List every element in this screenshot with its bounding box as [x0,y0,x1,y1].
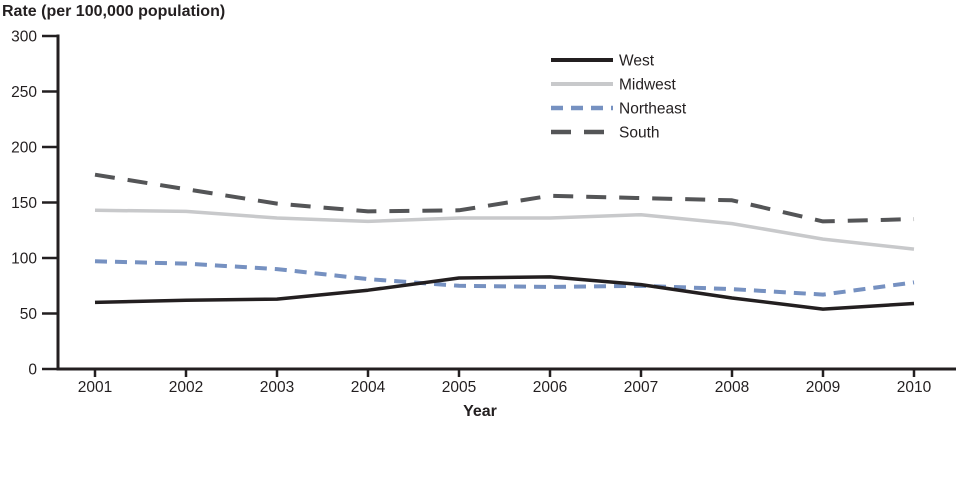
x-tick-label-2005: 2005 [442,379,476,396]
legend-label-midwest: Midwest [619,77,677,94]
legend-label-west: West [619,53,655,70]
y-axis-title: Rate (per 100,000 population) [2,3,226,20]
legend-label-northeast: Northeast [619,101,687,118]
series-group [94,172,915,311]
axes-group: 0 50 100 150 200 250 300 2001 2002 2003 2004 2005 20… [11,29,956,396]
x-tick-label-2003: 2003 [260,379,294,396]
y-tick-label-150: 150 [11,195,37,212]
y-tick-label-300: 300 [11,29,37,46]
x-tick-label-2001: 2001 [78,379,112,396]
y-tick-label-200: 200 [11,140,37,157]
x-axis-title: Year [463,403,497,420]
x-tick-label-2010: 2010 [897,379,932,396]
y-tick-label-100: 100 [11,251,37,268]
y-tick-label-50: 50 [20,306,38,323]
series-line-west [94,275,915,311]
y-tick-label-0: 0 [28,362,37,379]
x-tick-label-2007: 2007 [624,379,658,396]
x-tick-label-2002: 2002 [169,379,203,396]
x-tick-label-2008: 2008 [715,379,749,396]
x-tick-label-2006: 2006 [533,379,567,396]
y-tick-label-250: 250 [11,84,37,101]
legend-label-south: South [619,125,660,142]
x-tick-label-2004: 2004 [351,379,386,396]
series-line-midwest [94,208,915,251]
legend-group: West Midwest Northeast South [551,53,687,142]
x-tick-label-2009: 2009 [806,379,840,396]
series-line-south [94,172,915,224]
series-line-northeast [94,259,915,297]
